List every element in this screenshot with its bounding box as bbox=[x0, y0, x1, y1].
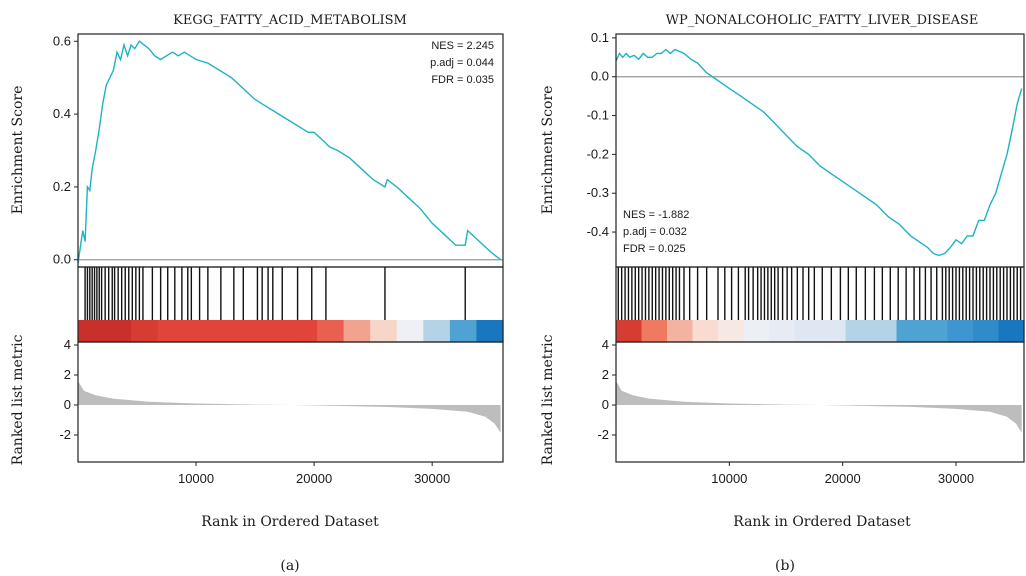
panel-a-x-ticks: 10000 20000 30000 bbox=[178, 462, 450, 486]
rank-color-segment bbox=[396, 320, 424, 342]
rank-color-segment bbox=[343, 320, 371, 342]
rank-color-segment bbox=[896, 320, 923, 342]
rank-color-segment bbox=[871, 320, 898, 342]
x-tick-label: 10000 bbox=[711, 471, 747, 486]
rank-color-segment bbox=[616, 320, 643, 342]
x-tick-label: 30000 bbox=[938, 471, 974, 486]
rank-color-segment bbox=[184, 320, 212, 342]
rank-color-segment bbox=[845, 320, 872, 342]
panel-b-hit-band bbox=[617, 267, 1022, 320]
rank-color-segment bbox=[237, 320, 265, 342]
ranked-metric-area bbox=[616, 381, 1022, 433]
rank-color-segment bbox=[743, 320, 770, 342]
panel-b-es-ylabel: Enrichment Score bbox=[540, 86, 556, 215]
rank-color-segment bbox=[317, 320, 345, 342]
metric-y-tick-label: -2 bbox=[597, 427, 609, 442]
rank-color-segment bbox=[290, 320, 318, 342]
enrichment-score-line bbox=[615, 48, 1023, 257]
rank-color-segment bbox=[998, 320, 1025, 342]
stat-label: p.adj = 0.032 bbox=[623, 226, 687, 238]
stat-label: NES = -1.882 bbox=[623, 209, 689, 221]
rank-color-segment bbox=[973, 320, 1000, 342]
rank-color-segment bbox=[922, 320, 949, 342]
rank-color-segment bbox=[692, 320, 719, 342]
ranked-metric-area bbox=[78, 381, 501, 433]
metric-y-tick-label: 2 bbox=[64, 367, 71, 382]
y-tick-label: 0.0 bbox=[591, 69, 609, 84]
rank-color-segment bbox=[263, 320, 292, 342]
rank-color-segment bbox=[449, 320, 478, 342]
rank-color-segment bbox=[104, 320, 132, 342]
rank-color-segment bbox=[78, 320, 106, 342]
rank-color-segment bbox=[423, 320, 451, 342]
rank-color-segment bbox=[157, 320, 185, 342]
panel-a-xlabel: Rank in Ordered Dataset bbox=[201, 514, 379, 530]
panel-a-color-band bbox=[77, 266, 504, 343]
y-tick-label: -0.3 bbox=[587, 185, 609, 200]
panel-a-title: KEGG_FATTY_ACID_METABOLISM bbox=[173, 13, 407, 28]
rank-color-segment bbox=[820, 320, 847, 342]
y-tick-label: -0.2 bbox=[587, 146, 609, 161]
rank-color-segment bbox=[476, 320, 504, 342]
panel-b-caption: (b) bbox=[775, 558, 795, 574]
metric-y-tick-label: 2 bbox=[602, 367, 609, 382]
metric-y-tick-label: 0 bbox=[602, 397, 609, 412]
panel-b-title: WP_NONALCOHOLIC_FATTY_LIVER_DISEASE bbox=[666, 13, 979, 28]
metric-y-tick-label: 0 bbox=[64, 397, 71, 412]
y-tick-label: 0.4 bbox=[53, 106, 71, 121]
panel-a-hit-band bbox=[84, 267, 466, 320]
rank-color-segment bbox=[794, 320, 821, 342]
enrichment-score-line bbox=[77, 40, 502, 264]
rank-color-segment bbox=[210, 320, 238, 342]
rank-color-segment bbox=[641, 320, 668, 342]
panel-b-color-band bbox=[615, 266, 1025, 343]
rank-color-segment bbox=[947, 320, 974, 342]
metric-y-tick-label: 4 bbox=[602, 337, 609, 352]
x-tick-label: 20000 bbox=[825, 471, 861, 486]
y-tick-label: 0.0 bbox=[53, 252, 71, 267]
panel-a-es-ylabel: Enrichment Score bbox=[10, 86, 26, 215]
stat-label: NES = 2.245 bbox=[431, 40, 494, 52]
rank-color-segment bbox=[667, 320, 694, 342]
rank-color-segment bbox=[131, 320, 159, 342]
metric-y-tick-label: 4 bbox=[64, 337, 71, 352]
metric-y-tick-label: -2 bbox=[59, 427, 71, 442]
panel-a: KEGG_FATTY_ACID_METABOLISM Enrichment Sc… bbox=[10, 13, 504, 574]
rank-color-segment bbox=[718, 320, 745, 342]
panel-b: WP_NONALCOHOLIC_FATTY_LIVER_DISEASE Enri… bbox=[540, 13, 1025, 574]
y-tick-label: 0.2 bbox=[53, 179, 71, 194]
metric-plot-frame bbox=[615, 341, 1025, 463]
y-tick-label: -0.1 bbox=[587, 108, 609, 123]
metric-plot-frame bbox=[77, 341, 504, 463]
panel-a-caption: (a) bbox=[280, 558, 299, 574]
panel-b-xlabel: Rank in Ordered Dataset bbox=[733, 514, 911, 530]
x-tick-label: 30000 bbox=[414, 471, 450, 486]
panel-a-metric-plot: 4 2 0 -2 bbox=[59, 337, 504, 463]
x-tick-label: 10000 bbox=[178, 471, 214, 486]
rank-color-segment bbox=[370, 320, 398, 342]
panel-b-metric-plot: 4 2 0 -2 bbox=[597, 337, 1025, 463]
panel-b-metric-ylabel: Ranked list metric bbox=[540, 334, 556, 465]
y-tick-label: 0.6 bbox=[53, 33, 71, 48]
stat-label: FDR = 0.035 bbox=[431, 74, 494, 86]
panel-b-x-ticks: 10000 20000 30000 bbox=[711, 462, 974, 486]
x-tick-label: 20000 bbox=[296, 471, 332, 486]
panel-b-enrichment-plot: 0.1 0.0 -0.1 -0.2 -0.3 -0.4 NES = -1.882 p.adj … bbox=[587, 30, 1025, 268]
panel-a-metric-ylabel: Ranked list metric bbox=[10, 334, 26, 465]
stat-label: FDR = 0.025 bbox=[623, 243, 686, 255]
stat-label: p.adj = 0.044 bbox=[430, 57, 494, 69]
rank-color-segment bbox=[769, 320, 796, 342]
panel-a-enrichment-plot: 0.0 0.2 0.4 0.6 NES = 2.245 p.adj = 0.044 FDR … bbox=[53, 33, 504, 268]
y-tick-label: -0.4 bbox=[587, 224, 609, 239]
y-tick-label: 0.1 bbox=[591, 30, 609, 45]
